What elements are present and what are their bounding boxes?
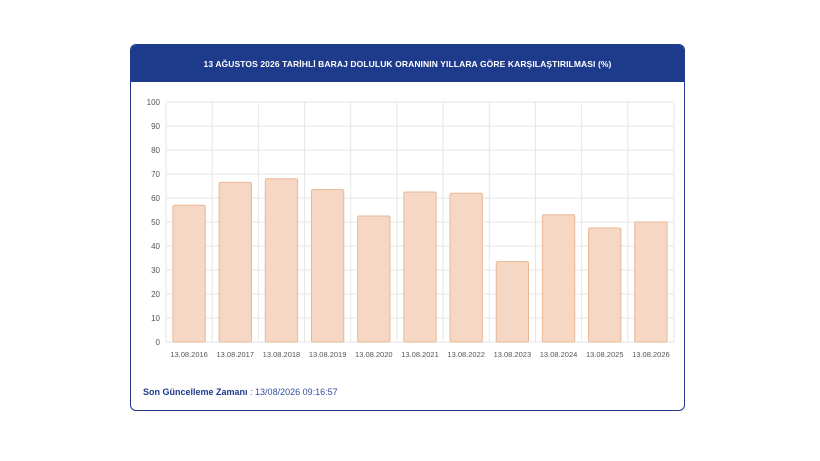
bar — [310, 189, 345, 343]
x-tick-label: 13.08.2025 — [586, 350, 624, 359]
x-tick-label: 13.08.2017 — [216, 350, 254, 359]
y-tick-label: 10 — [151, 314, 160, 323]
y-tick-label: 30 — [151, 266, 160, 275]
bar — [588, 227, 622, 343]
x-tick-label: 13.08.2019 — [309, 350, 347, 359]
x-tick-label: 13.08.2018 — [263, 350, 301, 359]
last-update-value: 13/08/2026 09:16:57 — [255, 387, 338, 397]
x-tick-label: 13.08.2023 — [494, 350, 532, 359]
y-tick-label: 80 — [151, 146, 160, 155]
bar — [403, 191, 437, 343]
x-tick-label: 13.08.2020 — [355, 350, 393, 359]
y-tick-label: 50 — [151, 218, 160, 227]
bar — [172, 204, 206, 343]
y-tick-label: 60 — [151, 194, 160, 203]
y-tick-label: 40 — [151, 242, 160, 251]
bar — [357, 215, 391, 343]
chart-title: 13 AĞUSTOS 2026 TARİHLİ BARAJ DOLULUK OR… — [131, 45, 684, 82]
y-tick-label: 0 — [156, 338, 161, 347]
bar — [449, 192, 483, 343]
bar — [264, 178, 299, 343]
y-tick-label: 100 — [147, 98, 161, 107]
last-update-separator: : — [247, 387, 256, 397]
y-tick-label: 20 — [151, 290, 160, 299]
bar — [634, 221, 668, 343]
x-tick-label: 13.08.2022 — [447, 350, 485, 359]
y-tick-label: 90 — [151, 122, 160, 131]
bar — [495, 261, 530, 343]
chart-card: 13 AĞUSTOS 2026 TARİHLİ BARAJ DOLULUK OR… — [130, 44, 685, 411]
bar-chart: 0 10 20 30 40 50 60 70 80 90 100 13.08.2016 13.08.20… — [147, 98, 675, 359]
bar — [218, 181, 252, 343]
last-update-label: Son Güncelleme Zamanı — [143, 387, 248, 397]
x-tick-label: 13.08.2024 — [540, 350, 578, 359]
x-tick-label: 13.08.2026 — [632, 350, 670, 359]
last-update: Son Güncelleme Zamanı : 13/08/2026 09:16… — [143, 387, 338, 397]
bar — [541, 214, 576, 343]
x-tick-label: 13.08.2016 — [170, 350, 208, 359]
y-tick-label: 70 — [151, 170, 160, 179]
chart-area: 0 10 20 30 40 50 60 70 80 90 100 13.08.2016 13.08.20… — [131, 82, 684, 372]
x-tick-label: 13.08.2021 — [401, 350, 439, 359]
